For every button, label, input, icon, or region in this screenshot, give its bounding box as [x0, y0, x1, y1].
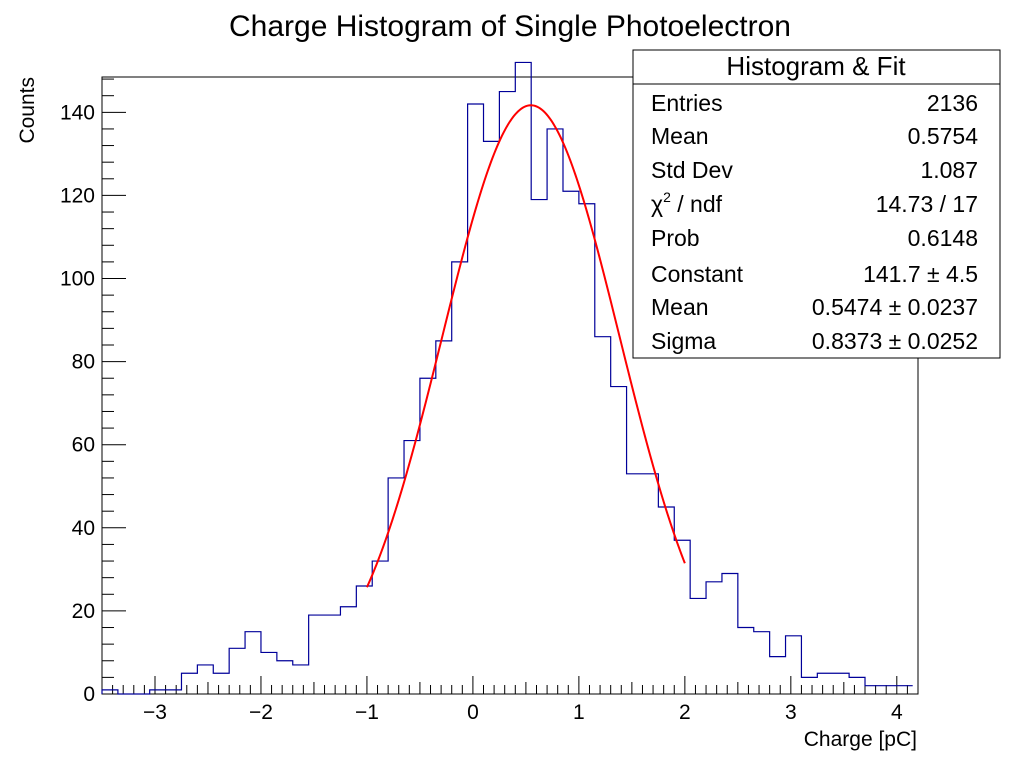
x-tick-label: 1: [573, 701, 585, 724]
y-tick-label: 40: [72, 517, 95, 540]
chart-title: Charge Histogram of Single Photoelectron: [229, 10, 791, 43]
x-axis-ticks: [101, 676, 919, 694]
stats-rows: Entries 2136 Mean 0.5754 Std Dev 1.087 χ2 / nd…: [651, 90, 978, 354]
stats-row-label: χ2 / ndf: [651, 189, 723, 217]
y-axis-ticks: [102, 78, 126, 695]
stats-box-frame: [632, 49, 1001, 359]
histogram-outline: [101, 61, 913, 695]
stats-row-label: Mean: [651, 123, 709, 149]
stats-row-label: Mean: [651, 294, 709, 320]
stats-row-label: Sigma: [651, 328, 716, 354]
y-tick-label: 60: [72, 434, 95, 457]
stats-row-value: 0.5474 ± 0.0237: [812, 294, 978, 320]
stats-row-label: Prob: [651, 225, 700, 251]
stats-box-title: Histogram & Fit: [726, 51, 906, 81]
stats-row-value: 0.5754: [908, 123, 979, 149]
stats-box: Histogram & Fit Entries 2136 Mean 0.5754 Std…: [632, 49, 1001, 359]
stats-row-value: 1.087: [920, 157, 978, 183]
stats-row-value: 14.73 / 17: [876, 191, 978, 217]
y-tick-label: 100: [60, 268, 95, 291]
x-axis-title: Charge [pC]: [804, 728, 917, 751]
stats-row-value: 2136: [927, 90, 978, 116]
stats-row-label: Std Dev: [651, 157, 733, 183]
y-tick-label: 0: [83, 683, 95, 706]
y-tick-label: 120: [60, 184, 95, 207]
y-tick-label: 140: [60, 101, 95, 124]
y-axis-tick-labels: 0 20 40 60 80 100 120 140: [60, 101, 95, 706]
x-tick-label: 0: [467, 701, 479, 724]
x-tick-label: 2: [679, 701, 691, 724]
stats-row-label: Entries: [651, 90, 723, 116]
x-tick-label: 3: [785, 701, 797, 724]
x-tick-label: −3: [143, 701, 167, 724]
x-tick-label: 4: [891, 701, 903, 724]
stats-row-label: Constant: [651, 261, 744, 287]
gaussian-fit-curve: [366, 104, 686, 588]
stats-row-value: 0.8373 ± 0.0252: [812, 328, 978, 354]
y-axis-title: Counts: [16, 77, 39, 144]
x-tick-label: −2: [249, 701, 273, 724]
y-tick-label: 20: [72, 600, 95, 623]
plot-frame: [101, 76, 919, 695]
x-tick-label: −1: [355, 701, 379, 724]
y-tick-label: 80: [72, 351, 95, 374]
stats-row-value: 0.6148: [908, 225, 978, 251]
stats-row-value: 141.7 ± 4.5: [863, 261, 978, 287]
x-axis-tick-labels: −3 −2 −1 0 1 2 3 4: [143, 701, 903, 724]
